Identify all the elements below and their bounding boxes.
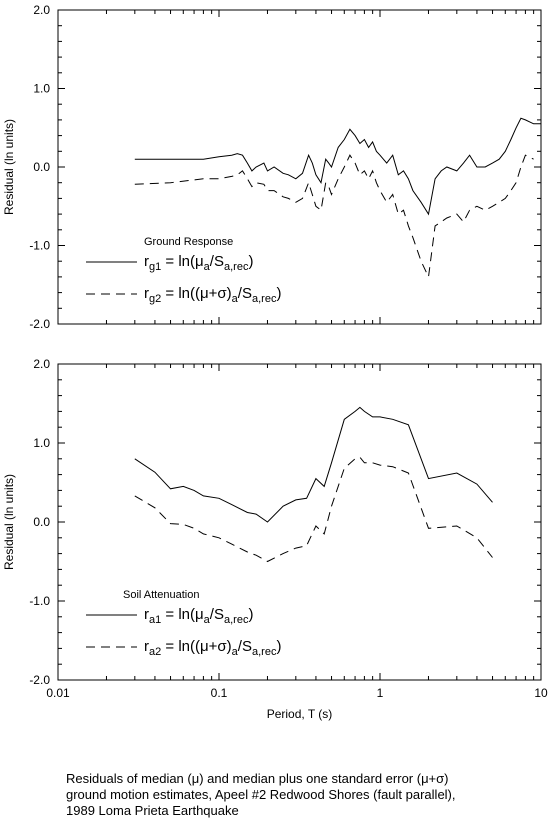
y-tick-label: 1.0 bbox=[33, 436, 50, 450]
y-tick-label: 0.0 bbox=[33, 515, 50, 529]
legend-text-part: a1 bbox=[149, 614, 161, 626]
legend-title: Soil Attenuation bbox=[123, 589, 199, 601]
legend-text-part: r bbox=[144, 606, 149, 623]
x-tick-label: 0.01 bbox=[46, 686, 70, 700]
y-tick-label: 1.0 bbox=[33, 82, 50, 96]
y-tick-label: -1.0 bbox=[29, 594, 50, 608]
series-line-median bbox=[134, 117, 541, 216]
legend-text-part: a,rec bbox=[224, 261, 249, 273]
y-tick-label: -1.0 bbox=[29, 239, 50, 253]
legend-entry: rg1 = ln(μa/Sa,rec) bbox=[144, 253, 253, 273]
legend-text-part: ) bbox=[276, 638, 281, 655]
x-axis-label: Period, T (s) bbox=[267, 707, 333, 721]
legend-text-part: = ln((μ+σ) bbox=[161, 638, 231, 655]
y-tick-label: -2.0 bbox=[29, 673, 50, 687]
x-tick-label: 10 bbox=[534, 686, 548, 700]
legend-entry: rg2 = ln((μ+σ)a/Sa,rec) bbox=[144, 285, 281, 305]
y-tick-label: 2.0 bbox=[33, 357, 50, 371]
legend-text-part: /S bbox=[210, 253, 224, 270]
legend-text-part: ) bbox=[276, 285, 281, 302]
y-axis-label: Residual (ln units) bbox=[2, 474, 16, 570]
caption-line-1: Residuals of median (μ) and median plus … bbox=[66, 771, 449, 786]
legend-text-part: a bbox=[232, 646, 239, 658]
caption-line-3: 1989 Loma Prieta Earthquake bbox=[66, 803, 239, 818]
legend-text-part: ) bbox=[248, 253, 253, 270]
legend-text-part: r bbox=[144, 285, 149, 302]
legend-text-part: r bbox=[144, 253, 149, 270]
legend-text-part: a,rec bbox=[224, 614, 249, 626]
figure-caption: Residuals of median (μ) and median plus … bbox=[66, 771, 536, 819]
legend-text-part: /S bbox=[238, 638, 252, 655]
legend-text-part: a2 bbox=[149, 646, 161, 658]
legend-text-part: = ln((μ+σ) bbox=[161, 285, 231, 302]
legend-text-part: a,rec bbox=[252, 646, 277, 658]
legend-text-part: ) bbox=[248, 606, 253, 623]
series-line-median bbox=[134, 406, 493, 523]
legend-entry: ra1 = ln(μa/Sa,rec) bbox=[144, 606, 253, 626]
plot-frame bbox=[57, 9, 542, 325]
y-tick-label: 0.0 bbox=[33, 160, 50, 174]
x-tick-label: 1 bbox=[377, 686, 384, 700]
legend-text-part: /S bbox=[238, 285, 252, 302]
caption-line-2: ground motion estimates, Apeel #2 Redwoo… bbox=[66, 787, 456, 802]
legend-text-part: = ln(μ bbox=[161, 253, 203, 270]
legend-text-part: g2 bbox=[149, 293, 161, 305]
plot-frame bbox=[57, 363, 542, 681]
y-tick-label: -2.0 bbox=[29, 317, 50, 331]
legend-text-part: g1 bbox=[149, 261, 161, 273]
legend-text-part: a bbox=[232, 293, 239, 305]
chart-panel-bottom: 2.0 1.0 0.0 -1.0 -2.00.01 0.1 1 10 Residual (ln … bbox=[2, 357, 548, 721]
x-tick-label: 0.1 bbox=[211, 686, 228, 700]
series-line-mu-plus-sigma bbox=[134, 154, 534, 279]
legend-text-part: /S bbox=[210, 606, 224, 623]
legend-text-part: a bbox=[204, 614, 211, 626]
legend-text-part: a,rec bbox=[252, 293, 277, 305]
legend-entry: ra2 = ln((μ+σ)a/Sa,rec) bbox=[144, 638, 281, 658]
legend-text-part: r bbox=[144, 638, 149, 655]
series-line-mu-plus-sigma bbox=[134, 456, 493, 563]
legend-text-part: a bbox=[204, 261, 211, 273]
legend-title: Ground Response bbox=[144, 236, 233, 248]
y-axis-label: Residual (ln units) bbox=[2, 119, 16, 215]
legend-text-part: = ln(μ bbox=[161, 606, 203, 623]
y-tick-label: 2.0 bbox=[33, 3, 50, 17]
chart-panel-top: 2.0 1.0 0.0 -1.0 -2.0 Residual (ln units) Grou… bbox=[2, 3, 542, 331]
